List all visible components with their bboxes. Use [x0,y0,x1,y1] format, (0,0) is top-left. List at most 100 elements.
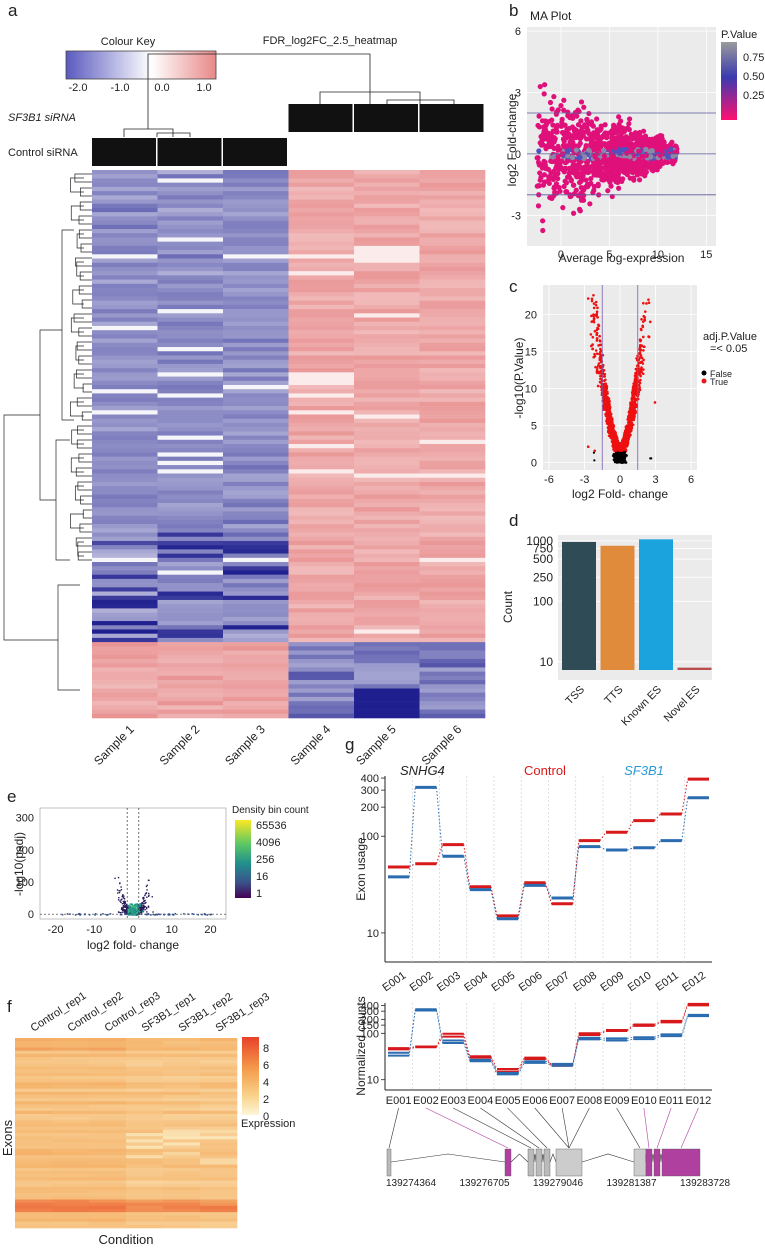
heatmap-cell [288,599,355,605]
ma-point [538,134,544,140]
density-point-dense [127,913,130,916]
heatmap-cell [223,224,289,230]
usage-exon-label: E002 [408,970,436,995]
volcano-legend-label: True [710,377,728,387]
heatmap-cell [288,304,355,310]
exon-heatmap-cell [163,1215,201,1219]
heatmap-cell [288,524,355,529]
heatmap-cell [419,473,486,479]
heatmap-cell [419,363,486,369]
exon-heatmap-cell [52,1126,90,1131]
bar-y-tick: 250 [533,570,553,584]
heatmap-cell [157,663,224,668]
exon-heatmap-cell [163,1076,201,1080]
exon-heatmap-cell [200,1174,238,1178]
heatmap-cell [223,309,289,314]
density-point [139,909,142,911]
heatmap-cell [419,503,486,508]
heatmap-cell [157,671,224,677]
volcano-point [631,387,635,391]
density-point [144,893,147,895]
heatmap-cell [354,304,420,310]
exon-heatmap-cell [163,1098,201,1102]
ma-point [584,183,591,190]
exon-heatmap-cell [52,1212,90,1216]
heatmap-cell [92,637,158,643]
exon-heatmap-cell [15,1047,53,1051]
heatmap-cell [92,549,158,554]
ma-point [584,125,590,131]
density-plot-area [39,807,227,920]
heatmap-cell [354,503,420,508]
heatmap-cell [157,448,224,453]
heatmap-cell [157,351,224,356]
heatmap-cell [92,317,158,323]
bar-y-tick: 10 [540,655,554,669]
heatmap-cell [157,477,224,483]
volcano-point [634,385,638,389]
heatmap-cell [419,545,486,550]
heatmap-cell [223,452,289,457]
volcano-y-tick: 10 [525,384,537,396]
heatmap-cell [157,658,224,664]
heatmap-cell [92,313,158,318]
heatmap-cell [419,713,486,719]
exon-heatmap-cell [15,1164,53,1169]
heatmap-cell [92,692,158,698]
heatmap-cell [92,616,158,622]
heatmap-cell [157,414,224,420]
exon-heatmap-cell [15,1060,53,1064]
heatmap-cell [157,553,224,559]
heatmap-cell [354,566,420,571]
volcano-point [595,339,599,342]
volcano-point [635,364,639,368]
heatmap-cell [157,439,224,445]
heatmap-cell [354,460,420,466]
heatmap-cell [419,646,486,651]
ma-point [592,141,598,147]
heatmap-cell [354,309,420,314]
row-dendrogram-branch [76,261,84,277]
heatmap-cell [223,199,289,205]
exon-heatmap-cell [15,1053,53,1058]
heatmap-cell [157,220,224,226]
density-point-dense [135,908,138,911]
heatmap-cell [419,507,486,512]
volcano-point [611,431,614,435]
density-point [119,890,121,892]
bar-x-label: TTS [602,684,625,707]
exon-heatmap-cell [52,1215,90,1219]
volcano-point [613,445,617,449]
heatmap-cell [288,469,355,474]
ma-point [578,118,584,124]
heatmap-cell [354,271,420,276]
ma-point [534,155,540,161]
exon-legend-tick: 4 [263,1077,269,1089]
exon-heatmap-cell [89,1120,127,1124]
heatmap-cell [92,642,158,647]
volcano-point [608,415,612,418]
heatmap-cell [157,309,224,314]
heatmap-cell [223,540,289,546]
volcano-point [628,421,632,425]
heatmap-cell [223,688,289,694]
exon-heatmap-cell [126,1180,164,1184]
heatmap-cell [354,418,420,424]
density-point-dense [136,911,139,914]
density-legend-tick: 1 [256,888,262,900]
heatmap-cell [157,254,224,259]
heatmap-cell [223,406,289,411]
exon-heatmap-cell [126,1123,164,1127]
volcano-point [593,352,596,356]
heatmap-cell [419,296,486,301]
density-point [123,895,125,897]
exon-heatmap-cell [163,1139,201,1143]
heatmap-cell [288,621,355,626]
heatmap-cell [92,325,158,331]
ma-point [571,168,577,174]
heatmap-cell [288,629,355,634]
heatmap-cell [223,262,289,268]
exon-heatmap-cell [126,1224,164,1229]
heatmap-cell [157,195,224,200]
